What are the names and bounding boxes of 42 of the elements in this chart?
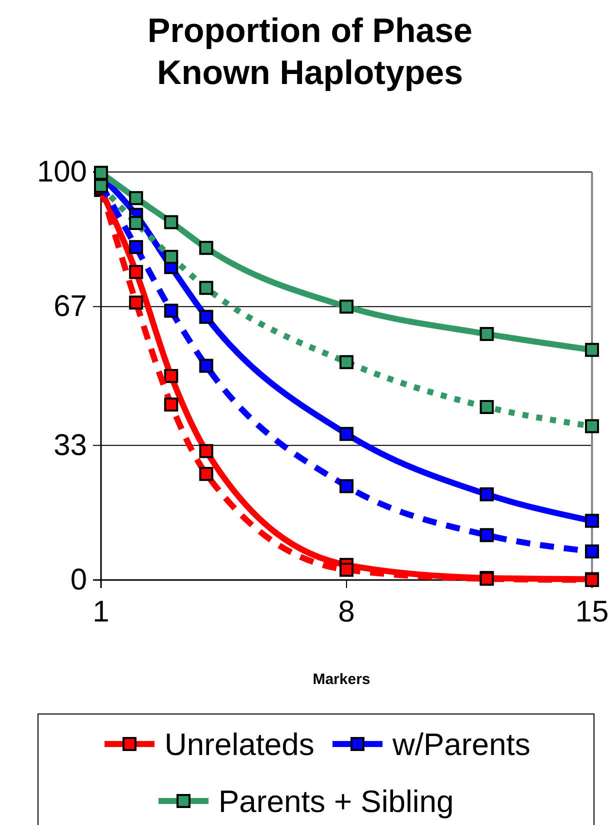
point xyxy=(340,426,354,441)
point xyxy=(164,398,178,412)
point xyxy=(585,544,599,558)
point xyxy=(585,419,599,434)
point xyxy=(585,342,599,357)
point xyxy=(129,264,144,279)
x-tick-label: 1 xyxy=(92,595,110,628)
point xyxy=(199,280,214,295)
x-axis-title: Markers xyxy=(312,671,370,688)
y-tick-label: 33 xyxy=(54,428,87,462)
y-tick-label: 0 xyxy=(70,564,87,597)
point xyxy=(164,250,178,264)
point xyxy=(164,215,178,230)
point xyxy=(129,240,144,254)
point xyxy=(480,528,494,542)
point xyxy=(199,240,214,255)
point xyxy=(480,326,494,341)
point xyxy=(94,166,108,180)
x-tick-label: 8 xyxy=(338,595,355,628)
point xyxy=(129,296,144,310)
point xyxy=(480,487,494,502)
point xyxy=(129,191,144,206)
chart-title: Proportion of Phase Known Haplotypes xyxy=(148,12,472,92)
x-tick-label: 15 xyxy=(575,595,609,628)
y-tick-label: 67 xyxy=(54,290,87,324)
point xyxy=(199,310,214,324)
point xyxy=(164,304,178,318)
point xyxy=(199,358,214,373)
point xyxy=(340,355,354,370)
point xyxy=(340,300,354,314)
point xyxy=(164,369,178,383)
legend-label: w/Parents xyxy=(392,727,530,762)
point xyxy=(585,514,599,528)
point xyxy=(340,479,354,494)
y-tick-label: 100 xyxy=(36,156,87,189)
point xyxy=(480,400,494,414)
point xyxy=(129,216,144,230)
legend-label: Unrelateds xyxy=(164,727,314,762)
point xyxy=(199,444,214,458)
point xyxy=(199,466,214,481)
point xyxy=(340,562,354,577)
legend-label: Parents + Sibling xyxy=(218,784,454,819)
